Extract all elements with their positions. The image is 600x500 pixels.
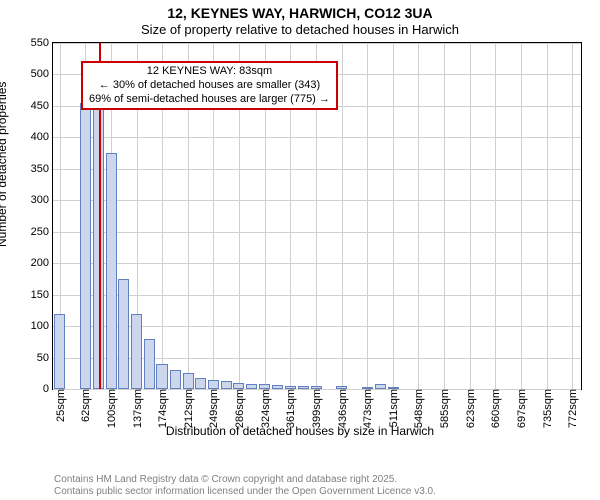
bar	[156, 364, 167, 389]
x-tick-label: 473sqm	[360, 389, 374, 428]
annotation-box: 12 KEYNES WAY: 83sqm ← 30% of detached h…	[81, 61, 338, 110]
bar	[336, 386, 347, 389]
y-tick-label: 0	[43, 383, 53, 395]
gridline-v	[572, 43, 573, 389]
y-tick-label: 250	[31, 226, 53, 238]
x-tick-label: 511sqm	[386, 389, 400, 427]
gridline-v	[547, 43, 548, 389]
chart-container: Number of detached properties 0501001502…	[0, 42, 600, 452]
x-tick-label: 62sqm	[78, 389, 92, 422]
y-tick-label: 550	[31, 37, 53, 49]
x-tick-label: 585sqm	[437, 389, 451, 428]
bar	[118, 279, 129, 389]
y-tick-label: 100	[31, 320, 53, 332]
x-tick-label: 361sqm	[283, 389, 297, 428]
x-tick-label: 174sqm	[155, 389, 169, 428]
gridline-v	[495, 43, 496, 389]
y-tick-label: 50	[37, 352, 53, 364]
bar	[80, 103, 91, 389]
gridline-v	[342, 43, 343, 389]
gridline-v	[444, 43, 445, 389]
annotation-line-2: ← 30% of detached houses are smaller (34…	[89, 79, 330, 93]
x-tick-label: 623sqm	[463, 389, 477, 428]
y-tick-label: 500	[31, 68, 53, 80]
bar	[375, 384, 386, 389]
x-tick-label: 436sqm	[335, 389, 349, 428]
y-tick-label: 200	[31, 257, 53, 269]
x-tick-label: 100sqm	[104, 389, 118, 428]
bar	[388, 387, 399, 389]
x-tick-label: 548sqm	[411, 389, 425, 428]
x-tick-label: 286sqm	[232, 389, 246, 428]
page-subtitle: Size of property relative to detached ho…	[0, 22, 600, 39]
gridline-v	[367, 43, 368, 389]
y-axis-label: Number of detached properties	[0, 82, 9, 247]
bar	[170, 370, 181, 389]
bar	[285, 386, 296, 389]
annotation-line-1: 12 KEYNES WAY: 83sqm	[89, 65, 330, 79]
x-tick-label: 137sqm	[130, 389, 144, 428]
bar	[272, 385, 283, 389]
bar	[183, 373, 194, 389]
x-tick-label: 212sqm	[181, 389, 195, 428]
y-tick-label: 400	[31, 131, 53, 143]
x-tick-label: 324sqm	[258, 389, 272, 428]
bar	[221, 381, 232, 389]
bar	[106, 153, 117, 389]
x-tick-label: 772sqm	[565, 389, 579, 428]
plot-area: 05010015020025030035040045050055025sqm62…	[52, 42, 582, 390]
gridline-v	[418, 43, 419, 389]
gridline-v	[393, 43, 394, 389]
attribution-text: Contains HM Land Registry data © Crown c…	[54, 474, 436, 498]
bar	[259, 384, 270, 389]
annotation-line-3: 69% of semi-detached houses are larger (…	[89, 93, 330, 107]
y-tick-label: 450	[31, 100, 53, 112]
y-tick-label: 350	[31, 163, 53, 175]
y-tick-label: 300	[31, 194, 53, 206]
x-axis-label: Distribution of detached houses by size …	[0, 424, 600, 438]
bar	[298, 386, 309, 389]
x-tick-label: 735sqm	[540, 389, 554, 428]
x-tick-label: 399sqm	[309, 389, 323, 428]
bar	[208, 380, 219, 389]
gridline-v	[470, 43, 471, 389]
bar	[144, 339, 155, 389]
page-title: 12, KEYNES WAY, HARWICH, CO12 3UA	[0, 0, 600, 22]
attribution-line-2: Contains public sector information licen…	[54, 486, 436, 498]
gridline-v	[521, 43, 522, 389]
x-tick-label: 25sqm	[53, 389, 67, 422]
bar	[233, 383, 244, 389]
bar	[131, 314, 142, 389]
bar	[311, 386, 322, 389]
x-tick-label: 697sqm	[514, 389, 528, 428]
attribution-line-1: Contains HM Land Registry data © Crown c…	[54, 474, 436, 486]
bar	[246, 384, 257, 389]
bar	[195, 378, 206, 389]
x-tick-label: 249sqm	[206, 389, 220, 428]
y-tick-label: 150	[31, 289, 53, 301]
bar	[362, 387, 373, 389]
bar	[54, 314, 65, 389]
x-tick-label: 660sqm	[488, 389, 502, 428]
